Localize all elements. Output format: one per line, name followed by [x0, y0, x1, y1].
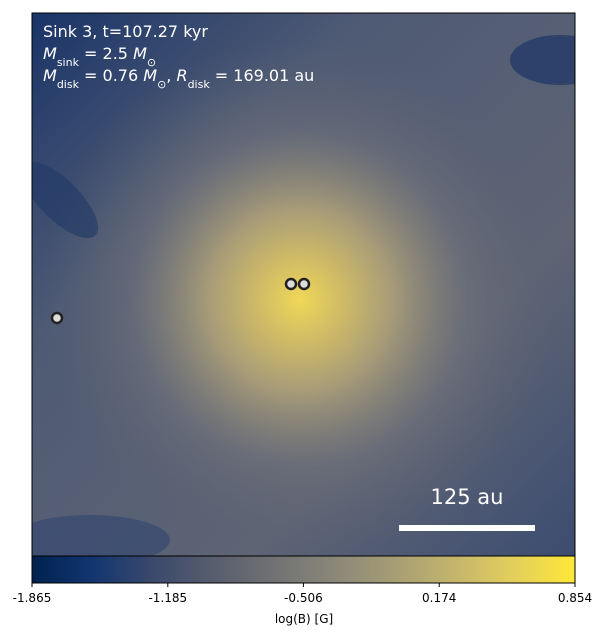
annotation-part: = 2.5: [79, 44, 133, 63]
annotation-part: disk: [57, 78, 80, 91]
sink: [284, 277, 298, 291]
scale-bar: [399, 525, 535, 531]
annotation: Mdisk = 0.76 M⊙, Rdisk = 169.01 au: [43, 66, 314, 91]
colorbar-tick-label: -1.865: [13, 591, 52, 605]
colorbar-tick-label: -0.506: [284, 591, 323, 605]
colorbar: [31, 555, 576, 584]
annotation-part: M: [43, 66, 57, 85]
annotation-part: = 0.76: [79, 66, 143, 85]
sinks: [50, 277, 311, 325]
colorbar-label: log(B) [G]: [275, 612, 333, 626]
annotation-part: R: [176, 66, 187, 85]
sink: [297, 277, 311, 291]
annotation-part: sink: [57, 56, 80, 69]
colorbar-tick-label: 0.854: [558, 591, 592, 605]
annotation-part: ,: [166, 66, 176, 85]
annotation-part: = 169.01 au: [210, 66, 315, 85]
colorbar-tick-label: -1.185: [148, 591, 187, 605]
annotation-part: Sink 3, t=107.27 kyr: [43, 22, 208, 41]
annotation-part: ⊙: [147, 56, 156, 69]
annotation-part: M: [133, 44, 147, 63]
sink: [50, 311, 64, 325]
annotation-part: ⊙: [157, 78, 166, 91]
annotation-part: M: [43, 44, 57, 63]
annotation-part: disk: [188, 78, 211, 91]
scale-bar-label: 125 au: [431, 485, 504, 509]
colorbar-tick-label: 0.174: [422, 591, 456, 605]
annotation: Msink = 2.5 M⊙: [43, 44, 156, 69]
annotation: Sink 3, t=107.27 kyr: [43, 22, 208, 41]
annotation-part: M: [143, 66, 157, 85]
